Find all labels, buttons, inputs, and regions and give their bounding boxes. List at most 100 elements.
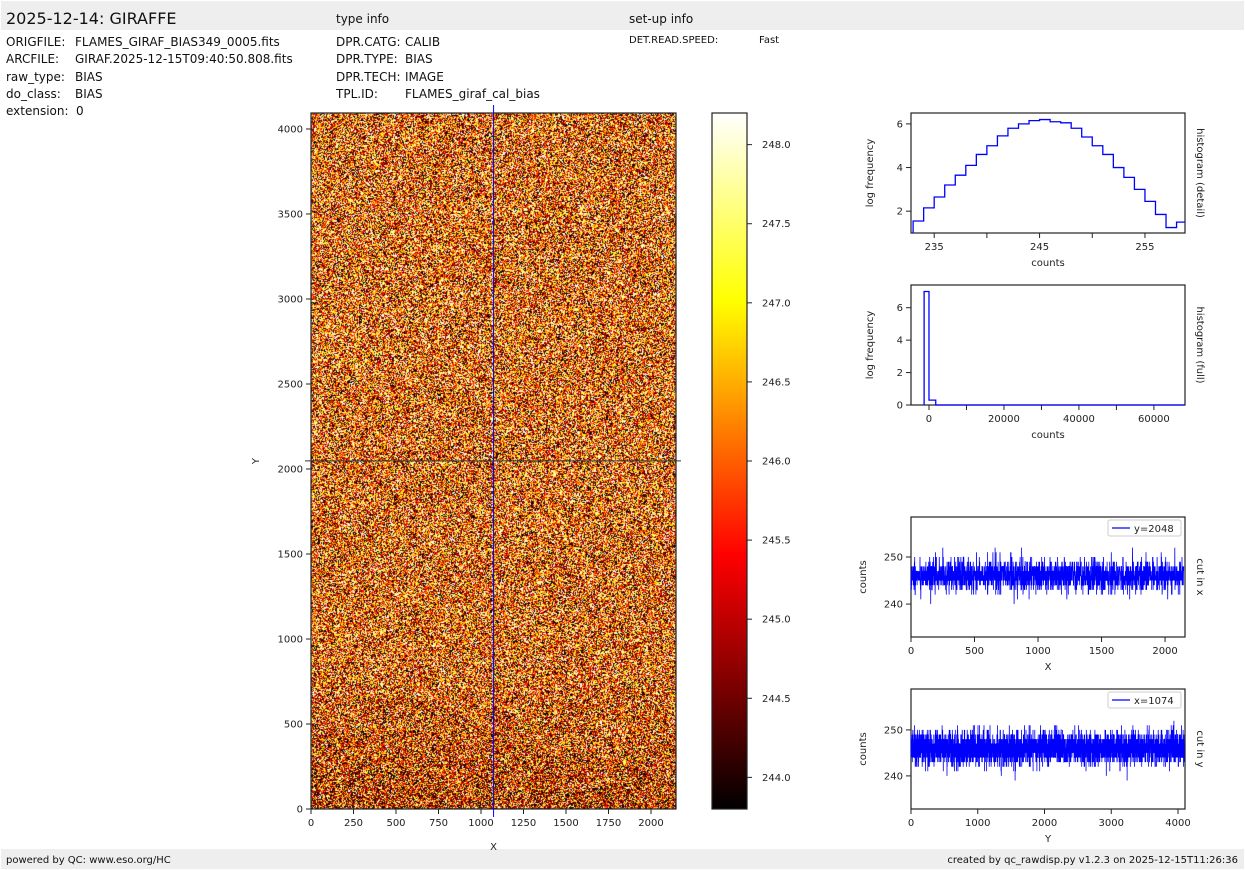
x-tick-label: 0 (908, 646, 914, 657)
y-axis-label: counts (858, 732, 869, 765)
x-tick-label: 250 (344, 818, 363, 829)
x-tick-label: 60000 (1138, 414, 1170, 425)
x-tick-label: 4000 (1165, 818, 1190, 829)
y-tick-label: 4 (897, 336, 903, 347)
y-tick-label: 3000 (278, 294, 303, 305)
colorbar-tick-label: 246.5 (762, 377, 791, 388)
colorbar-tick-label: 247.5 (762, 219, 791, 230)
type-info-value: BIAS (405, 52, 433, 67)
y-tick-label: 6 (897, 303, 903, 314)
y-axis-label: log frequency (865, 139, 876, 208)
y-axis-label: log frequency (865, 311, 876, 380)
x-tick-label: 40000 (1063, 414, 1095, 425)
file-info-value: FLAMES_GIRAF_BIAS349_0005.fits (75, 35, 280, 49)
colorbar-tick-label: 248.0 (762, 140, 791, 151)
file-info-key: raw_type: (6, 69, 65, 84)
setup-info-heading: set-up info (629, 12, 694, 26)
x-tick-label: 20000 (988, 414, 1020, 425)
file-info-key: do_class: (6, 86, 61, 101)
footer-bar (1, 849, 1244, 869)
x-tick-label: 0 (308, 818, 314, 829)
type-info-value: CALIB (405, 35, 441, 49)
legend-box (1107, 519, 1182, 537)
y-tick-label: 240 (884, 600, 903, 611)
axes-frame (910, 112, 1186, 234)
y-axis-label: Y (251, 457, 262, 465)
x-tick-label: 1000 (965, 818, 990, 829)
y-tick-label: 6 (897, 119, 903, 130)
histogram-full-step (923, 290, 1185, 406)
colorbar-tick-label: 245.5 (762, 536, 791, 547)
y-tick-label: 0 (897, 401, 903, 412)
x-axis-label: X (490, 842, 497, 853)
y-tick-label: 3500 (278, 209, 303, 220)
y-tick-label: 1500 (278, 549, 303, 560)
x-tick-label: 1500 (1089, 646, 1114, 657)
colorbar-tick-label: 245.0 (762, 615, 791, 626)
x-tick-label: 1500 (553, 818, 578, 829)
x-tick-label: 1000 (468, 818, 493, 829)
x-axis-label: counts (1031, 430, 1064, 441)
file-info-key: extension: (6, 104, 69, 119)
cut-profile-line (910, 547, 1185, 605)
setup-info-value: Fast (759, 35, 780, 46)
x-tick-label: 1750 (596, 818, 621, 829)
file-info-value: 0 (76, 104, 84, 119)
x-tick-label: 0 (908, 818, 914, 829)
x-tick-label: 750 (429, 818, 448, 829)
x-tick-label: 1000 (1025, 646, 1050, 657)
y-tick-label: 0 (297, 805, 303, 816)
x-tick-label: 2000 (1032, 818, 1057, 829)
type-info-value: FLAMES_giraf_cal_bias (405, 86, 540, 101)
type-info-key: DPR.TECH: (336, 69, 401, 84)
file-info-key: ARCFILE: (6, 52, 60, 67)
axes-frame (910, 284, 1186, 406)
x-axis-label: X (1045, 662, 1052, 673)
x-tick-label: 2000 (1152, 646, 1177, 657)
file-info-value: BIAS (75, 86, 103, 101)
type-info-key: TPL.ID: (336, 86, 378, 101)
x-tick-label: 0 (926, 414, 932, 425)
y-tick-label: 1000 (278, 634, 303, 645)
type-info-heading: type info (336, 12, 390, 26)
x-tick-label: 255 (1135, 242, 1154, 253)
x-tick-label: 1250 (511, 818, 536, 829)
setup-info-key: DET.READ.SPEED: (629, 35, 719, 46)
footer-created-by: created by qc_rawdisp.py v1.2.3 on 2025-… (947, 855, 1238, 866)
x-tick-label: 500 (965, 646, 984, 657)
y-tick-label: 4 (897, 163, 903, 174)
x-tick-label: 235 (925, 242, 944, 253)
legend-box (1107, 691, 1182, 709)
colorbar (712, 113, 747, 809)
y-tick-label: 2500 (278, 379, 303, 390)
footer-powered-by: powered by QC: www.eso.org/HC (6, 855, 171, 866)
legend-label: x=1074 (1134, 696, 1174, 707)
y-tick-label: 240 (884, 771, 903, 782)
y-tick-label: 250 (884, 725, 903, 736)
type-info-key: DPR.TYPE: (336, 52, 398, 67)
y-tick-label: 250 (884, 553, 903, 564)
histogram-detail-step (912, 118, 1185, 233)
colorbar-tick-label: 244.5 (762, 694, 791, 705)
y-tick-label: 2 (897, 207, 903, 218)
y-tick-label: 500 (284, 719, 303, 730)
type-info-key: DPR.CATG: (336, 35, 401, 49)
plot-side-title: cut in x (1194, 558, 1205, 595)
x-tick-label: 245 (1030, 242, 1049, 253)
y-tick-label: 2000 (278, 464, 303, 475)
colorbar-tick-label: 247.0 (762, 298, 791, 309)
y-axis-label: counts (858, 560, 869, 593)
file-info-key: ORIGFILE: (6, 35, 66, 49)
x-axis-label: counts (1031, 258, 1064, 269)
x-axis-label: Y (1044, 834, 1052, 845)
plot-side-title: cut in y (1194, 730, 1205, 767)
colorbar-frame (711, 112, 748, 810)
x-tick-label: 2000 (638, 818, 663, 829)
file-info-value: BIAS (75, 69, 103, 84)
y-tick-label: 2 (897, 368, 903, 379)
legend-label: y=2048 (1134, 524, 1174, 535)
y-tick-label: 4000 (278, 124, 303, 135)
plot-side-title: histogram (detail) (1194, 128, 1205, 218)
header-bar (1, 1, 1244, 30)
